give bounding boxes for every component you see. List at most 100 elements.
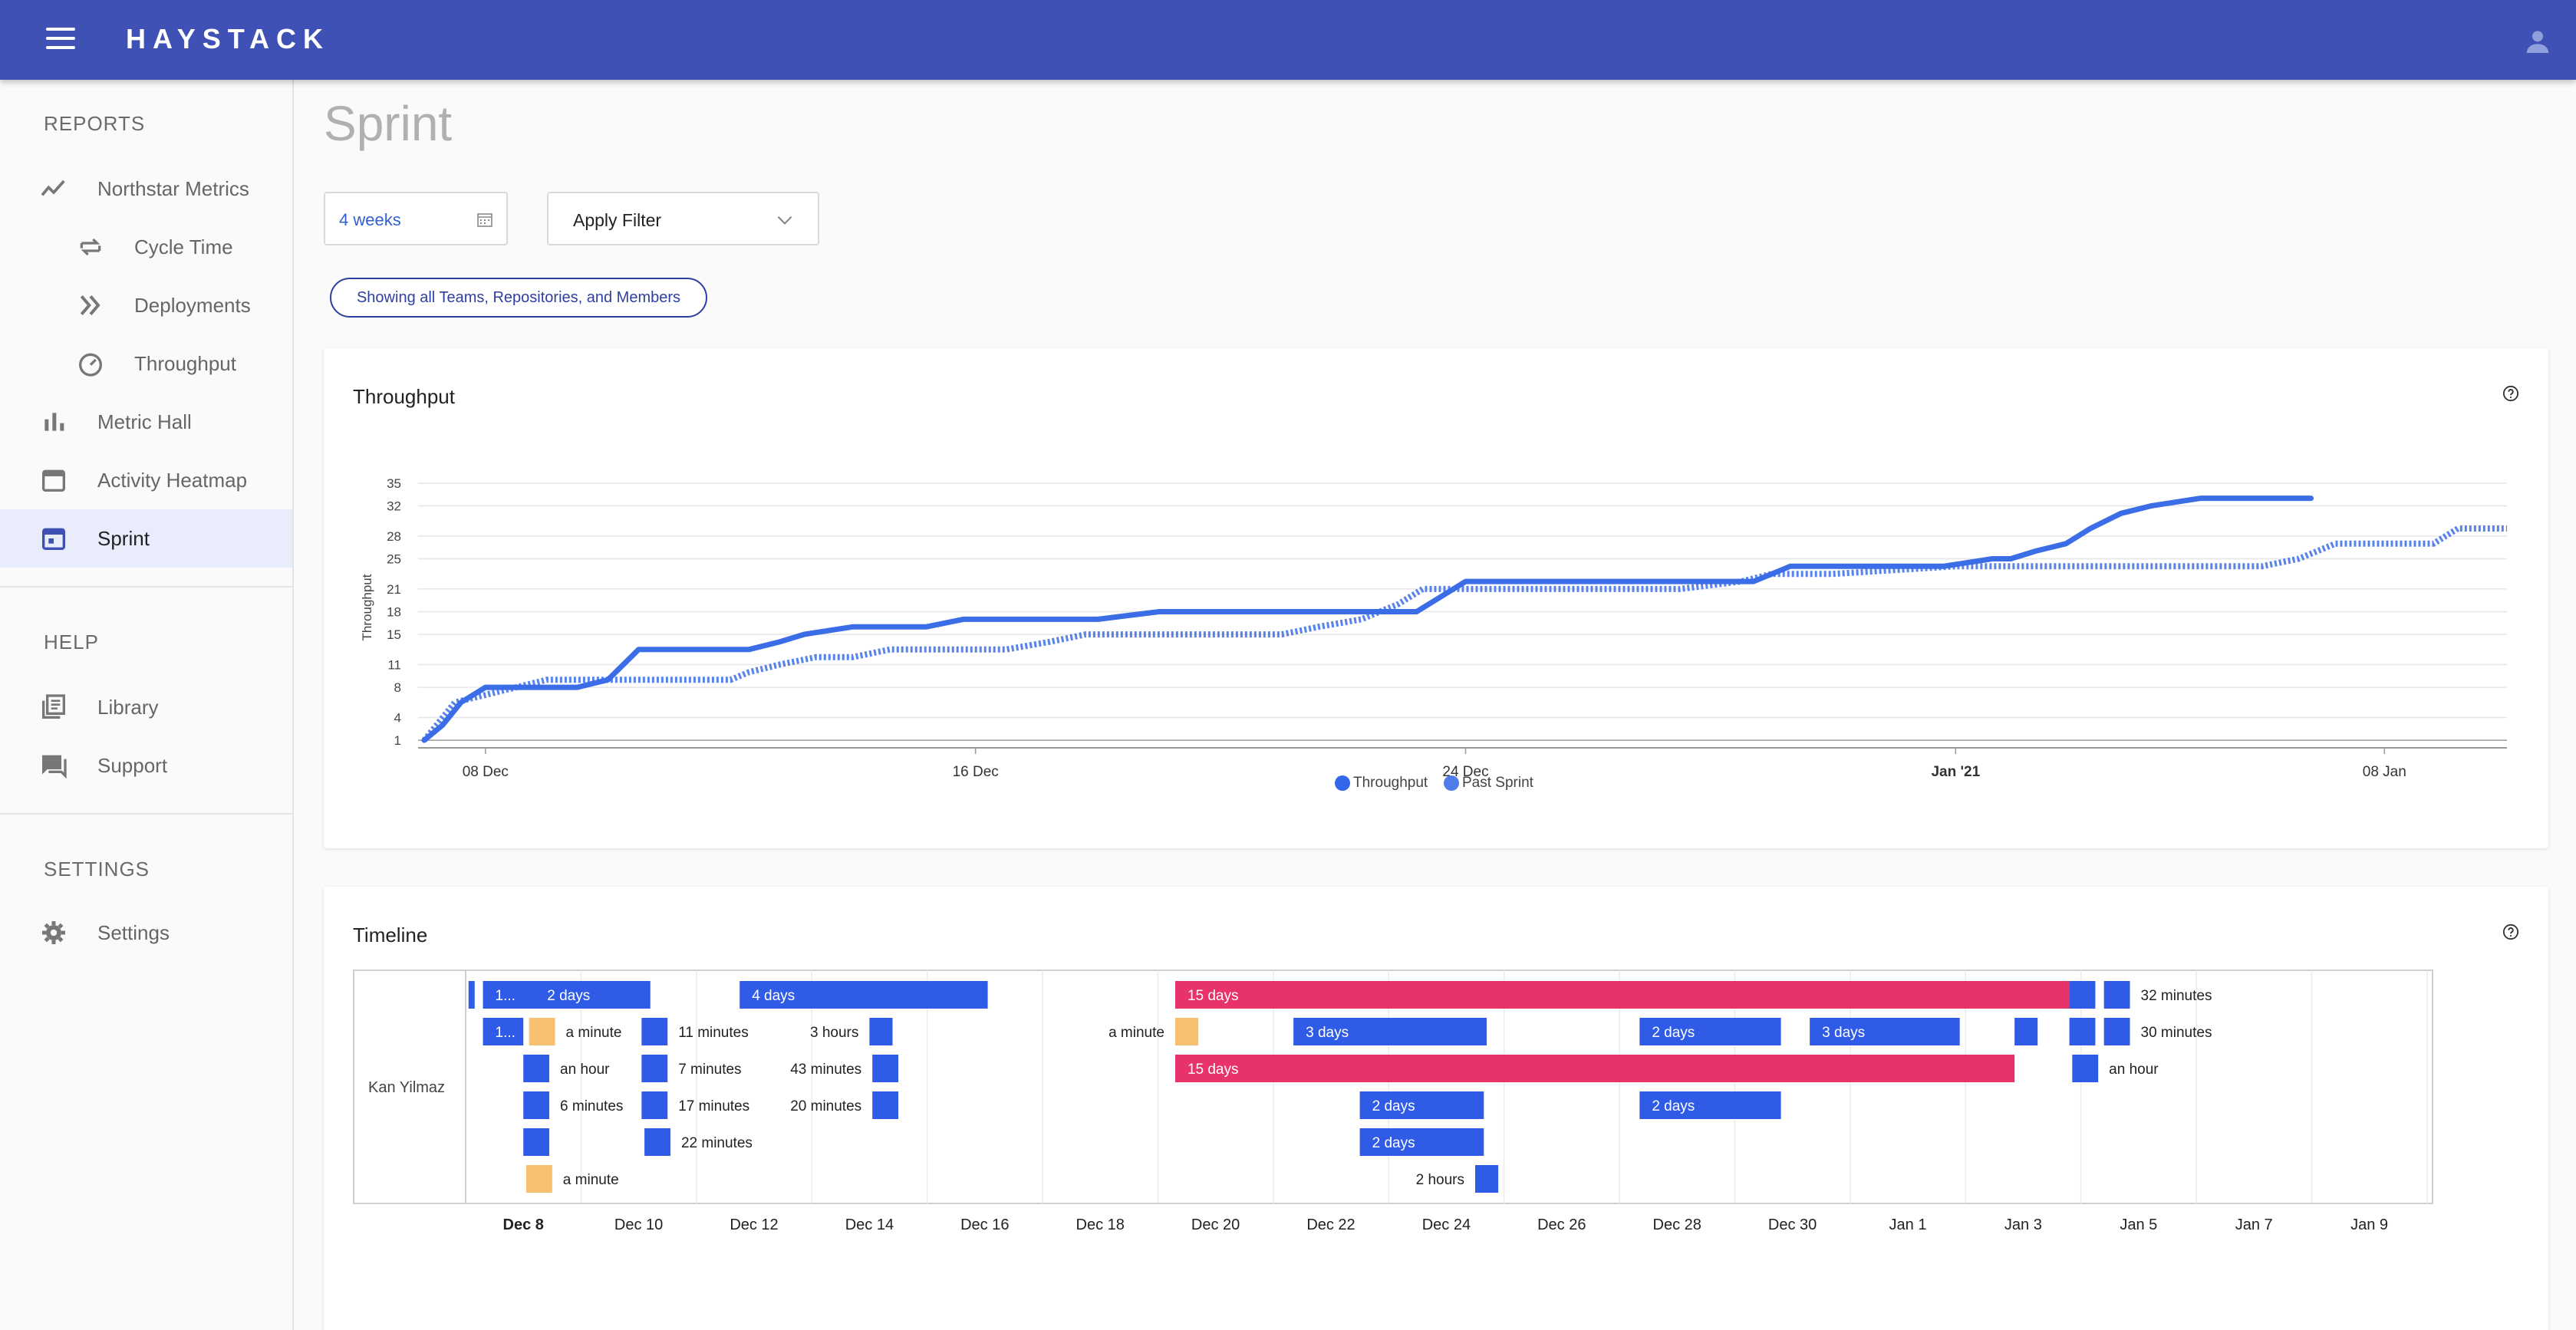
help-icon[interactable] [2502,385,2519,402]
timeline-bar[interactable] [525,1165,552,1193]
timeline-bar[interactable] [523,1091,550,1119]
timeline-bar-label: 2 days [1372,1098,1415,1114]
timeline-bar-label: 2 days [1652,1025,1695,1041]
throughput-card-title: Throughput [353,385,455,408]
timeline-x-tick-label: Dec 28 [1653,1216,1701,1233]
sidebar-divider [0,813,292,815]
sidebar-item-activity-heatmap[interactable]: Activity Heatmap [0,451,292,509]
timeline-bar-label: 2 days [1372,1135,1415,1151]
sidebar-item-cycle-time[interactable]: Cycle Time [0,218,292,276]
timeline-bar[interactable] [2072,1055,2099,1082]
help-icon[interactable] [2502,923,2519,940]
timeline-bar[interactable] [523,1128,550,1156]
timeline-x-tick-label: Dec 8 [503,1216,544,1233]
timeline-x-tick-label: Dec 30 [1768,1216,1817,1233]
chat-icon [42,755,67,779]
sidebar-item-library[interactable]: Library [0,678,292,736]
timeline-bar-label: 20 minutes [790,1098,861,1114]
menu-icon[interactable] [46,28,75,52]
scope-chip[interactable]: Showing all Teams, Repositories, and Mem… [330,278,707,318]
timeline-bar-label: 2 days [547,988,590,1004]
timeline-bar-label: 3 days [1822,1025,1865,1041]
timeline-bar[interactable] [468,981,475,1009]
timeline-bar[interactable] [2069,981,2096,1009]
sidebar-divider [0,586,292,588]
date-range-picker[interactable]: 4 weeks [324,192,508,245]
timeline-x-tick-label: Jan 3 [2004,1216,2042,1233]
timeline-bar-label: 2 hours [1416,1172,1464,1188]
timeline-bar-label: 11 minutes [678,1025,749,1041]
timeline-bar[interactable] [529,1018,555,1045]
legend-item-past-sprint[interactable]: Past Sprint [1444,775,1533,792]
sidebar-item-support[interactable]: Support [0,736,292,795]
timeline-bar-label: a minute [1108,1025,1164,1041]
calendar-icon [42,469,65,492]
timeline-bar[interactable] [2103,981,2130,1009]
sidebar-item-metric-hall[interactable]: Metric Hall [0,393,292,451]
filter-label: Apply Filter [573,210,662,230]
apply-filter-dropdown[interactable]: Apply Filter [547,192,819,245]
timeline-bar[interactable] [535,981,651,1009]
repeat-icon [80,238,101,256]
timeline-x-tick-label: Dec 12 [730,1216,778,1233]
sidebar-item-northstar-metrics[interactable]: Northstar Metrics [0,160,292,218]
calendar-event-icon [42,528,65,550]
timeline-x-tick-label: Dec 22 [1306,1216,1355,1233]
chevron-down-icon [777,216,792,225]
sidebar-item-sprint[interactable]: Sprint [0,509,292,568]
date-range-value: 4 weeks [339,210,401,229]
timeline-bar[interactable] [644,1128,670,1156]
timeline-bar[interactable] [872,1055,898,1082]
sidebar-item-settings[interactable]: Settings [0,904,292,962]
legend-swatch [1444,775,1459,791]
sidebar-item-deployments[interactable]: Deployments [0,276,292,334]
timeline-x-tick-label: Jan 7 [2235,1216,2273,1233]
timeline-bar-label: 3 days [1306,1025,1349,1041]
timeline-bar-label: 15 days [1188,988,1239,1004]
timeline-bar[interactable] [641,1018,668,1045]
timeline-bar[interactable] [641,1091,668,1119]
sidebar-item-label: Sprint [97,526,150,550]
timeline-bar[interactable] [1639,1091,1781,1119]
timeline-bar-label: 1... [496,1025,516,1041]
timeline-x-tick-label: Dec 20 [1191,1216,1240,1233]
timeline-x-tick-label: Jan 1 [1889,1216,1927,1233]
timeline-bar[interactable] [2103,1018,2130,1045]
timeline-bar[interactable] [1174,1018,1199,1045]
timeline-bar[interactable] [1293,1018,1487,1045]
timeline-bar[interactable] [740,981,988,1009]
timeline-bar[interactable] [641,1055,668,1082]
timeline-bar-label: 2 days [1652,1098,1695,1114]
user-account-icon[interactable] [2522,26,2553,57]
timeline-bar[interactable] [1639,1018,1781,1045]
legend-label: Throughput [1353,775,1428,791]
legend-swatch [1335,775,1350,791]
timeline-bar[interactable] [483,1018,524,1045]
timeline-bar[interactable] [1810,1018,1960,1045]
timeline-bar-label: 3 hours [810,1025,858,1041]
timeline-bar[interactable] [523,1055,550,1082]
timeline-bar[interactable] [2069,1018,2096,1045]
timeline-card-title: Timeline [353,923,428,946]
sidebar-section-help: HELP [44,630,99,653]
timeline-bar[interactable] [1359,1128,1484,1156]
timeline-bar[interactable] [872,1091,898,1119]
bar-chart-icon [44,413,64,431]
timeline-bar[interactable] [1174,1055,2015,1082]
legend-label: Past Sprint [1462,775,1533,791]
timeline-bar[interactable] [1359,1091,1484,1119]
app-logo[interactable]: HAYSTACK [126,23,331,54]
sidebar-item-label: Activity Heatmap [97,468,248,492]
timeline-bar-label: 7 minutes [678,1062,741,1078]
sidebar-item-throughput[interactable]: Throughput [0,334,292,393]
legend-item-throughput[interactable]: Throughput [1335,775,1428,792]
timeline-bar[interactable] [1475,1165,1499,1193]
timeline-bar[interactable] [869,1018,893,1045]
double-chevron-icon [80,295,100,315]
sidebar-item-label: Deployments [134,293,251,317]
timeline-bar-label: 4 days [752,988,795,1004]
sidebar-section-settings: SETTINGS [44,858,150,881]
timeline-bar[interactable] [2014,1018,2038,1045]
timeline-bar[interactable] [1174,981,2070,1009]
